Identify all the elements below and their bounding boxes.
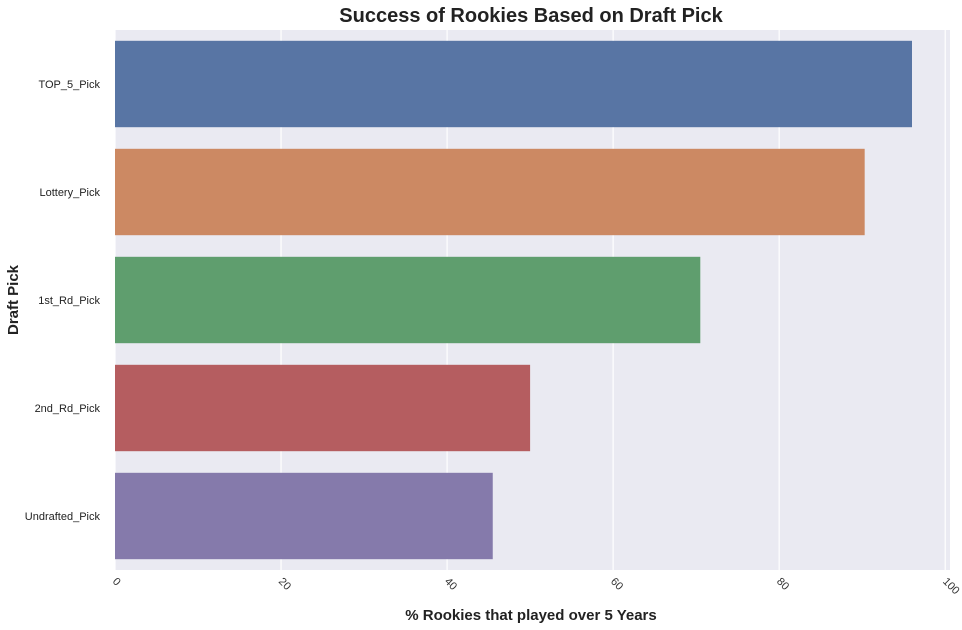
bar-1st_Rd_Pick bbox=[115, 256, 701, 344]
bars bbox=[115, 40, 912, 560]
y-tick-label-TOP_5_Pick: TOP_5_Pick bbox=[38, 79, 100, 91]
y-axis-label: Draft Pick bbox=[5, 264, 22, 335]
bar-TOP_5_Pick bbox=[115, 40, 912, 128]
x-tick-labels: 0 20 40 60 80 100 bbox=[110, 576, 962, 597]
x-tick-label-60: 60 bbox=[608, 576, 625, 593]
bar-2nd_Rd_Pick bbox=[115, 364, 531, 452]
y-tick-label-2nd_Rd_Pick: 2nd_Rd_Pick bbox=[35, 403, 101, 415]
bar-Undrafted_Pick bbox=[115, 472, 493, 560]
y-tick-label-Undrafted_Pick: Undrafted_Pick bbox=[25, 511, 101, 523]
x-tick-label-80: 80 bbox=[774, 576, 791, 593]
y-tick-label-Lottery_Pick: Lottery_Pick bbox=[39, 187, 100, 199]
x-tick-label-100: 100 bbox=[940, 576, 961, 597]
y-tick-labels: TOP_5_Pick Lottery_Pick 1st_Rd_Pick 2nd_Rd_… bbox=[25, 79, 101, 523]
x-tick-label-0: 0 bbox=[110, 576, 123, 589]
chart-title: Success of Rookies Based on Draft Pick bbox=[339, 5, 723, 27]
y-tick-label-1st_Rd_Pick: 1st_Rd_Pick bbox=[38, 295, 100, 307]
x-axis-label: % Rookies that played over 5 Years bbox=[405, 607, 657, 624]
x-tick-label-40: 40 bbox=[442, 576, 459, 593]
x-tick-label-20: 20 bbox=[276, 576, 293, 593]
bar-Lottery_Pick bbox=[115, 148, 865, 236]
